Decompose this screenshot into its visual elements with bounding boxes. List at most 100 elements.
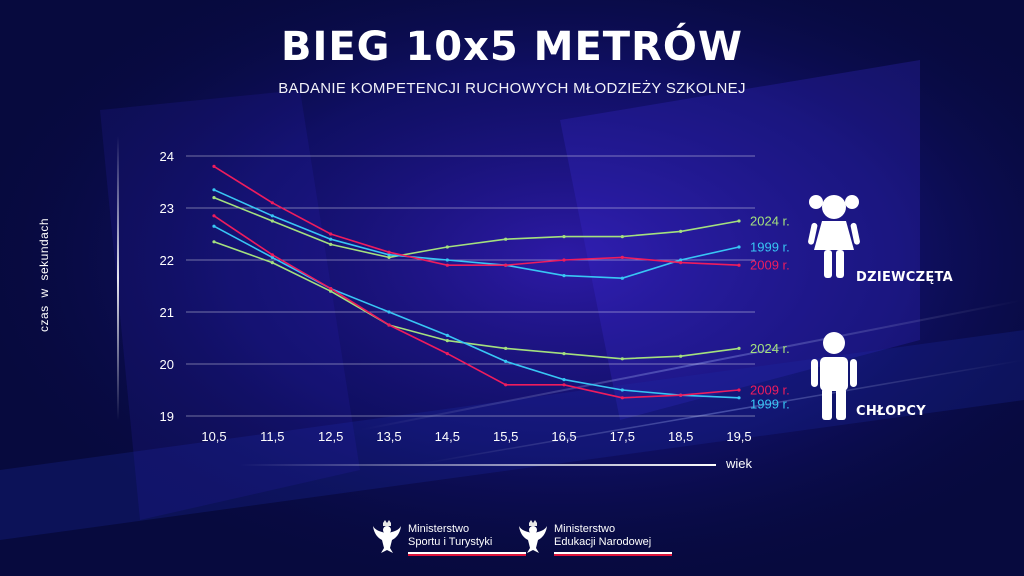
- data-point: [270, 261, 274, 265]
- girl-icon: [808, 195, 860, 278]
- data-point: [562, 352, 566, 356]
- data-point: [212, 240, 216, 244]
- y-tick-label: 20: [160, 357, 174, 372]
- data-point: [737, 388, 741, 392]
- data-point: [212, 164, 216, 168]
- data-point: [504, 383, 508, 387]
- data-point: [679, 261, 683, 265]
- data-point: [270, 201, 274, 205]
- axis-lines: [117, 136, 716, 466]
- x-tick-label: 15,5: [493, 429, 518, 444]
- y-axis-line: [117, 136, 119, 420]
- y-tick-label: 19: [160, 409, 174, 424]
- data-point: [212, 214, 216, 218]
- data-point: [562, 258, 566, 262]
- data-point: [329, 289, 333, 293]
- data-point: [387, 253, 391, 257]
- data-point: [445, 339, 449, 343]
- data-point: [679, 393, 683, 397]
- data-point: [445, 263, 449, 267]
- x-axis-line: [240, 464, 716, 466]
- x-tick-label: 16,5: [551, 429, 576, 444]
- eagle-emblem-icon: [519, 520, 547, 553]
- series-lines: [212, 164, 741, 400]
- data-point: [679, 354, 683, 358]
- data-point: [445, 258, 449, 262]
- data-point: [737, 219, 741, 223]
- data-point: [212, 224, 216, 228]
- data-point: [737, 396, 741, 400]
- series-labels: 2024 r.1999 r.2009 r.2024 r.2009 r.1999 …: [750, 214, 790, 412]
- data-point: [445, 245, 449, 249]
- series-line-girls-2024: [213, 196, 740, 259]
- data-point: [445, 333, 449, 337]
- data-point: [387, 323, 391, 327]
- series-label: 1999 r.: [750, 240, 790, 255]
- series-line-boys-2009: [213, 215, 740, 399]
- y-tick-label: 22: [160, 253, 174, 268]
- data-point: [679, 229, 683, 233]
- logo-ministry-education-line2: Edukacji Narodowej: [554, 536, 652, 548]
- data-point: [620, 357, 624, 361]
- data-point: [562, 383, 566, 387]
- boys-label: CHŁOPCY: [856, 404, 926, 419]
- eagle-emblem-icon: [373, 520, 401, 553]
- data-point: [387, 310, 391, 314]
- polish-flag-stripe: [554, 552, 672, 556]
- data-point: [270, 255, 274, 259]
- data-point: [504, 237, 508, 241]
- data-point: [445, 352, 449, 356]
- x-tick-label: 17,5: [610, 429, 635, 444]
- logo-ministry-sport-line1: Ministerstwo: [408, 523, 470, 535]
- logo-ministry-sport-line2: Sportu i Turystyki: [408, 536, 493, 548]
- data-point: [504, 359, 508, 363]
- series-label: 1999 r.: [750, 397, 790, 412]
- data-point: [329, 237, 333, 241]
- data-point: [387, 255, 391, 259]
- page-title: BIEG 10x5 METRÓW: [280, 24, 743, 70]
- x-tick-label: 11,5: [260, 429, 284, 444]
- data-point: [270, 219, 274, 223]
- series-label: 2024 r.: [750, 214, 790, 229]
- data-point: [562, 235, 566, 239]
- y-tick-label: 21: [160, 305, 174, 320]
- data-point: [737, 245, 741, 249]
- data-point: [620, 255, 624, 259]
- x-tick-label: 10,5: [201, 429, 226, 444]
- data-point: [504, 346, 508, 350]
- data-point: [737, 346, 741, 350]
- chart-grid: [186, 155, 755, 417]
- data-point: [679, 258, 683, 262]
- data-point: [620, 235, 624, 239]
- series-label: 2024 r.: [750, 341, 790, 356]
- series-line-girls-2009: [213, 165, 740, 267]
- data-point: [270, 214, 274, 218]
- data-point: [329, 242, 333, 246]
- series-label: 2009 r.: [750, 258, 790, 273]
- data-point: [737, 263, 741, 267]
- y-tick-labels: 19 20 21 22 23 24: [160, 149, 174, 424]
- data-point: [504, 263, 508, 267]
- series-line-boys-1999: [213, 225, 740, 399]
- y-tick-label: 24: [160, 149, 174, 164]
- x-tick-label: 19,5: [726, 429, 751, 444]
- data-point: [329, 287, 333, 291]
- y-tick-label: 23: [160, 201, 174, 216]
- data-point: [562, 274, 566, 278]
- x-tick-label: 14,5: [435, 429, 460, 444]
- x-tick-label: 18,5: [668, 429, 693, 444]
- data-point: [212, 196, 216, 200]
- girls-label: DZIEWCZĘTA: [856, 270, 954, 285]
- series-line-girls-1999: [213, 189, 740, 280]
- data-point: [270, 253, 274, 257]
- series-line-boys-2024: [213, 241, 740, 360]
- x-tick-labels: 10,5 11,5 12,5 13,5 14,5 15,5 16,5 17,5 18,5 19,5: [201, 429, 751, 444]
- data-point: [329, 232, 333, 236]
- data-point: [620, 396, 624, 400]
- x-tick-label: 12,5: [318, 429, 343, 444]
- y-axis-label: czas w sekundach: [37, 217, 51, 333]
- data-point: [212, 188, 216, 192]
- series-label: 2009 r.: [750, 383, 790, 398]
